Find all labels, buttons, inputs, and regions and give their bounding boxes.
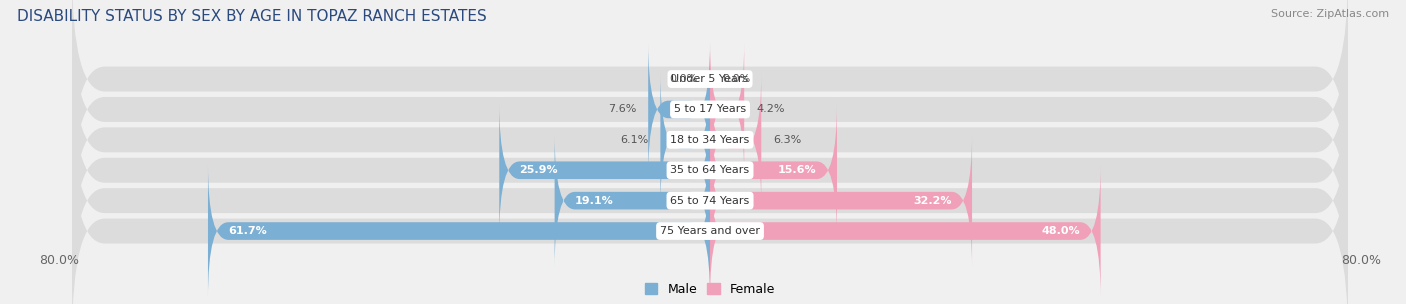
FancyBboxPatch shape: [72, 122, 1348, 304]
Text: 19.1%: 19.1%: [575, 196, 613, 206]
FancyBboxPatch shape: [710, 103, 837, 237]
FancyBboxPatch shape: [648, 42, 710, 177]
Text: 75 Years and over: 75 Years and over: [659, 226, 761, 236]
Text: 7.6%: 7.6%: [607, 105, 636, 114]
Text: 18 to 34 Years: 18 to 34 Years: [671, 135, 749, 145]
FancyBboxPatch shape: [72, 0, 1348, 219]
FancyBboxPatch shape: [661, 73, 710, 207]
Text: 65 to 74 Years: 65 to 74 Years: [671, 196, 749, 206]
Text: 5 to 17 Years: 5 to 17 Years: [673, 105, 747, 114]
Text: 25.9%: 25.9%: [520, 165, 558, 175]
Text: Source: ZipAtlas.com: Source: ZipAtlas.com: [1271, 9, 1389, 19]
Text: 0.0%: 0.0%: [723, 74, 751, 84]
FancyBboxPatch shape: [72, 92, 1348, 304]
Text: DISABILITY STATUS BY SEX BY AGE IN TOPAZ RANCH ESTATES: DISABILITY STATUS BY SEX BY AGE IN TOPAZ…: [17, 9, 486, 24]
FancyBboxPatch shape: [710, 164, 1101, 298]
FancyBboxPatch shape: [208, 164, 710, 298]
Legend: Male, Female: Male, Female: [645, 283, 775, 296]
Text: 6.1%: 6.1%: [620, 135, 648, 145]
FancyBboxPatch shape: [72, 0, 1348, 188]
FancyBboxPatch shape: [499, 103, 710, 237]
FancyBboxPatch shape: [72, 31, 1348, 249]
Text: 0.0%: 0.0%: [669, 74, 697, 84]
Text: 6.3%: 6.3%: [773, 135, 801, 145]
FancyBboxPatch shape: [710, 73, 761, 207]
FancyBboxPatch shape: [72, 61, 1348, 279]
FancyBboxPatch shape: [710, 133, 972, 268]
Text: 15.6%: 15.6%: [778, 165, 817, 175]
FancyBboxPatch shape: [710, 42, 744, 177]
Text: 4.2%: 4.2%: [756, 105, 785, 114]
Text: 48.0%: 48.0%: [1042, 226, 1080, 236]
Text: 32.2%: 32.2%: [914, 196, 952, 206]
FancyBboxPatch shape: [554, 133, 710, 268]
Text: 35 to 64 Years: 35 to 64 Years: [671, 165, 749, 175]
Text: 61.7%: 61.7%: [228, 226, 267, 236]
Text: Under 5 Years: Under 5 Years: [672, 74, 748, 84]
